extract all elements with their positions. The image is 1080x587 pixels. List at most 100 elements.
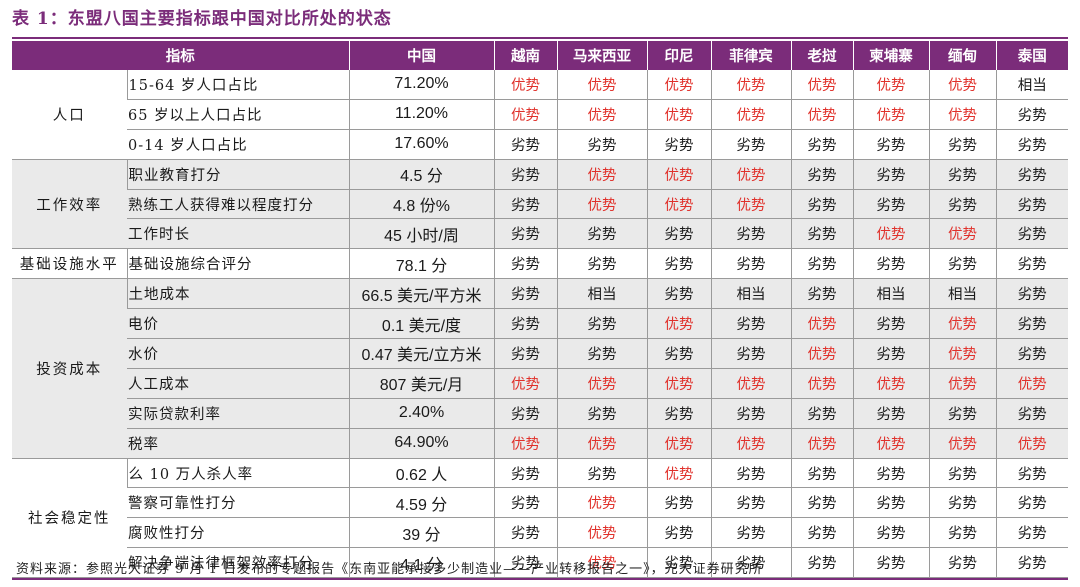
- header-thailand: 泰国: [995, 41, 1068, 70]
- table-row: 水价 0.47 美元/立方米 劣势 劣势 劣势 劣势 优势 劣势 优势 劣势: [12, 338, 1068, 369]
- status-cell: 劣势: [493, 308, 557, 340]
- status-cell: 劣势: [493, 218, 557, 250]
- status-cell: 劣势: [493, 189, 557, 220]
- status-cell: 劣势: [995, 308, 1068, 340]
- status-cell: 优势: [928, 428, 996, 459]
- table-row: 0-14 岁人口占比 17.60% 劣势 劣势 劣势 劣势 劣势 劣势 劣势 劣势: [12, 129, 1068, 160]
- status-cell: 劣势: [493, 248, 557, 280]
- status-cell: 劣势: [790, 218, 853, 250]
- indicator-cell: 土地成本: [126, 278, 349, 310]
- status-cell: 优势: [556, 189, 647, 220]
- group-label: 工作效率: [12, 159, 127, 250]
- status-cell: 劣势: [556, 338, 647, 369]
- status-cell: 优势: [928, 70, 996, 100]
- status-cell: 劣势: [790, 398, 853, 429]
- status-cell: 劣势: [928, 248, 996, 280]
- table-row: 社会稳定性么 10 万人杀人率 0.62 人劣势 劣势 优势 劣势 劣势 劣势 劣势 劣势: [12, 458, 1068, 579]
- status-cell: 劣势: [852, 129, 929, 160]
- status-cell: 劣势: [790, 129, 853, 160]
- china-value-cell: 0.47 美元/立方米: [348, 338, 494, 369]
- group-label: 投资成本: [12, 278, 127, 459]
- status-cell: 劣势: [710, 129, 791, 160]
- indicator-cell: 水价: [127, 338, 349, 369]
- table-row: 65 岁以上人口占比 11.20% 优势 优势 优势 优势 优势 优势 优势 劣势: [12, 99, 1068, 130]
- china-value-cell: 4.8 份%: [348, 189, 494, 220]
- indicator-cell: 熟练工人获得难以程度打分: [127, 189, 349, 220]
- status-cell: 优势: [493, 70, 557, 100]
- status-cell: 劣势: [710, 487, 791, 519]
- status-cell: 相当: [995, 70, 1068, 100]
- status-cell: 劣势: [646, 487, 711, 519]
- status-cell: 劣势: [852, 398, 929, 429]
- table-row: 工作效率 职业教育打分 4.5 分劣势 优势 优势 优势 劣势 劣势 劣势 劣势: [12, 159, 1068, 250]
- status-cell: 劣势: [852, 517, 929, 549]
- status-cell: 优势: [556, 547, 647, 579]
- status-cell: 劣势: [556, 308, 647, 340]
- status-cell: 优势: [928, 99, 996, 130]
- status-cell: 劣势: [556, 218, 647, 250]
- status-cell: 劣势: [928, 487, 996, 519]
- indicator-cell: 15-64 岁人口占比: [126, 70, 349, 100]
- china-value-cell: 2.40%: [348, 398, 494, 429]
- status-cell: 优势: [556, 517, 647, 549]
- status-cell: 劣势: [995, 547, 1068, 579]
- status-cell: 劣势: [646, 129, 711, 160]
- status-cell: 优势: [790, 368, 853, 399]
- indicator-cell: 工作时长: [127, 218, 349, 250]
- status-cell: 劣势: [493, 398, 557, 429]
- status-cell: 劣势: [928, 129, 996, 160]
- status-cell: 劣势: [646, 398, 711, 429]
- status-cell: 劣势: [790, 248, 853, 280]
- status-cell: 优势: [790, 338, 853, 369]
- table-row: 税率 64.90% 优势 优势 优势 优势 优势 优势 优势 优势: [12, 428, 1068, 459]
- status-cell: 劣势: [710, 218, 791, 250]
- status-cell: 优势: [710, 99, 791, 130]
- status-cell: 劣势: [790, 189, 853, 220]
- status-cell: 劣势: [852, 308, 929, 340]
- status-cell: 优势: [710, 428, 791, 459]
- status-cell: 劣势: [493, 458, 557, 489]
- china-value-cell: 78.1 分: [348, 248, 494, 280]
- header-myanmar: 缅甸: [928, 41, 996, 70]
- china-value-cell: 17.60%: [348, 129, 494, 160]
- status-cell: 优势: [710, 368, 791, 399]
- indicator-cell: 腐败性打分: [127, 517, 349, 549]
- status-cell: 优势: [646, 99, 711, 130]
- status-cell: 劣势: [790, 159, 853, 190]
- china-value-cell: 64.90%: [348, 428, 494, 459]
- status-cell: 劣势: [710, 248, 791, 280]
- status-cell: 劣势: [556, 248, 647, 280]
- status-cell: 相当: [710, 278, 791, 310]
- table-row: 基础设施水平 基础设施综合评分 78.1 分劣势 劣势 劣势 劣势 劣势 劣势 劣势 劣势: [12, 248, 1068, 280]
- status-cell: 劣势: [646, 278, 711, 310]
- status-cell: 优势: [493, 99, 557, 130]
- status-cell: 劣势: [493, 487, 557, 519]
- header-china: 中国: [348, 41, 494, 70]
- status-cell: 劣势: [928, 159, 996, 190]
- indicator-cell: 0-14 岁人口占比: [127, 129, 349, 160]
- status-cell: 劣势: [556, 458, 647, 489]
- china-value-cell: 4.5 分: [348, 159, 494, 190]
- status-cell: 劣势: [710, 398, 791, 429]
- status-cell: 优势: [852, 368, 929, 399]
- table-row: 实际贷款利率 2.40% 劣势 劣势 劣势 劣势 劣势 劣势 劣势 劣势: [12, 398, 1068, 429]
- status-cell: 劣势: [556, 398, 647, 429]
- table-header: 指标 中国 越南 马来西亚 印尼 菲律宾 老挝 柬埔寨 缅甸 泰国: [12, 41, 1068, 70]
- status-cell: 劣势: [995, 189, 1068, 220]
- comparison-table: 指标 中国 越南 马来西亚 印尼 菲律宾 老挝 柬埔寨 缅甸 泰国 人口 15-6…: [12, 41, 1068, 579]
- source-note: 资料来源：参照光大证券 9 月 1 日发布的专题报告《东南亚能承接多少制造业——…: [16, 562, 763, 577]
- status-cell: 优势: [556, 368, 647, 399]
- china-value-cell: 39 分: [348, 517, 494, 549]
- status-cell: 劣势: [493, 129, 557, 160]
- status-cell: 优势: [928, 368, 996, 399]
- status-cell: 相当: [556, 278, 647, 310]
- status-cell: 优势: [928, 308, 996, 340]
- indicator-cell: 解决争端法律框架效率打分: [127, 547, 349, 579]
- status-cell: 劣势: [710, 308, 791, 340]
- status-cell: 劣势: [852, 458, 929, 489]
- status-cell: 优势: [646, 308, 711, 340]
- status-cell: 劣势: [995, 159, 1068, 190]
- status-cell: 劣势: [928, 517, 996, 549]
- status-cell: 优势: [556, 428, 647, 459]
- status-cell: 优势: [646, 159, 711, 190]
